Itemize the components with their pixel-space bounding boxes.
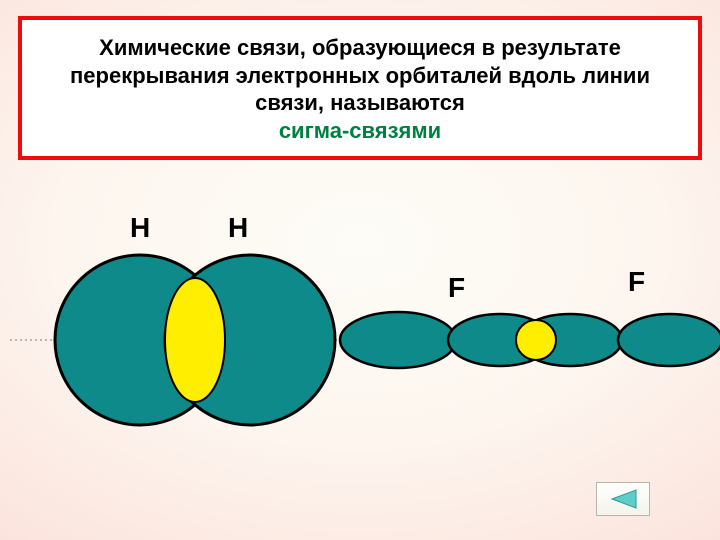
- back-triangle-icon: [608, 488, 638, 510]
- label-f-right: F: [628, 266, 645, 298]
- title-highlight-text: сигма-связями: [40, 117, 680, 145]
- nav-back-button[interactable]: [596, 482, 650, 516]
- title-main-text: Химические связи, образующиеся в результ…: [40, 34, 680, 117]
- label-h-right: H: [228, 212, 248, 244]
- title-box: Химические связи, образующиеся в результ…: [18, 16, 702, 160]
- label-f-left: F: [448, 272, 465, 304]
- label-h-left: H: [130, 212, 150, 244]
